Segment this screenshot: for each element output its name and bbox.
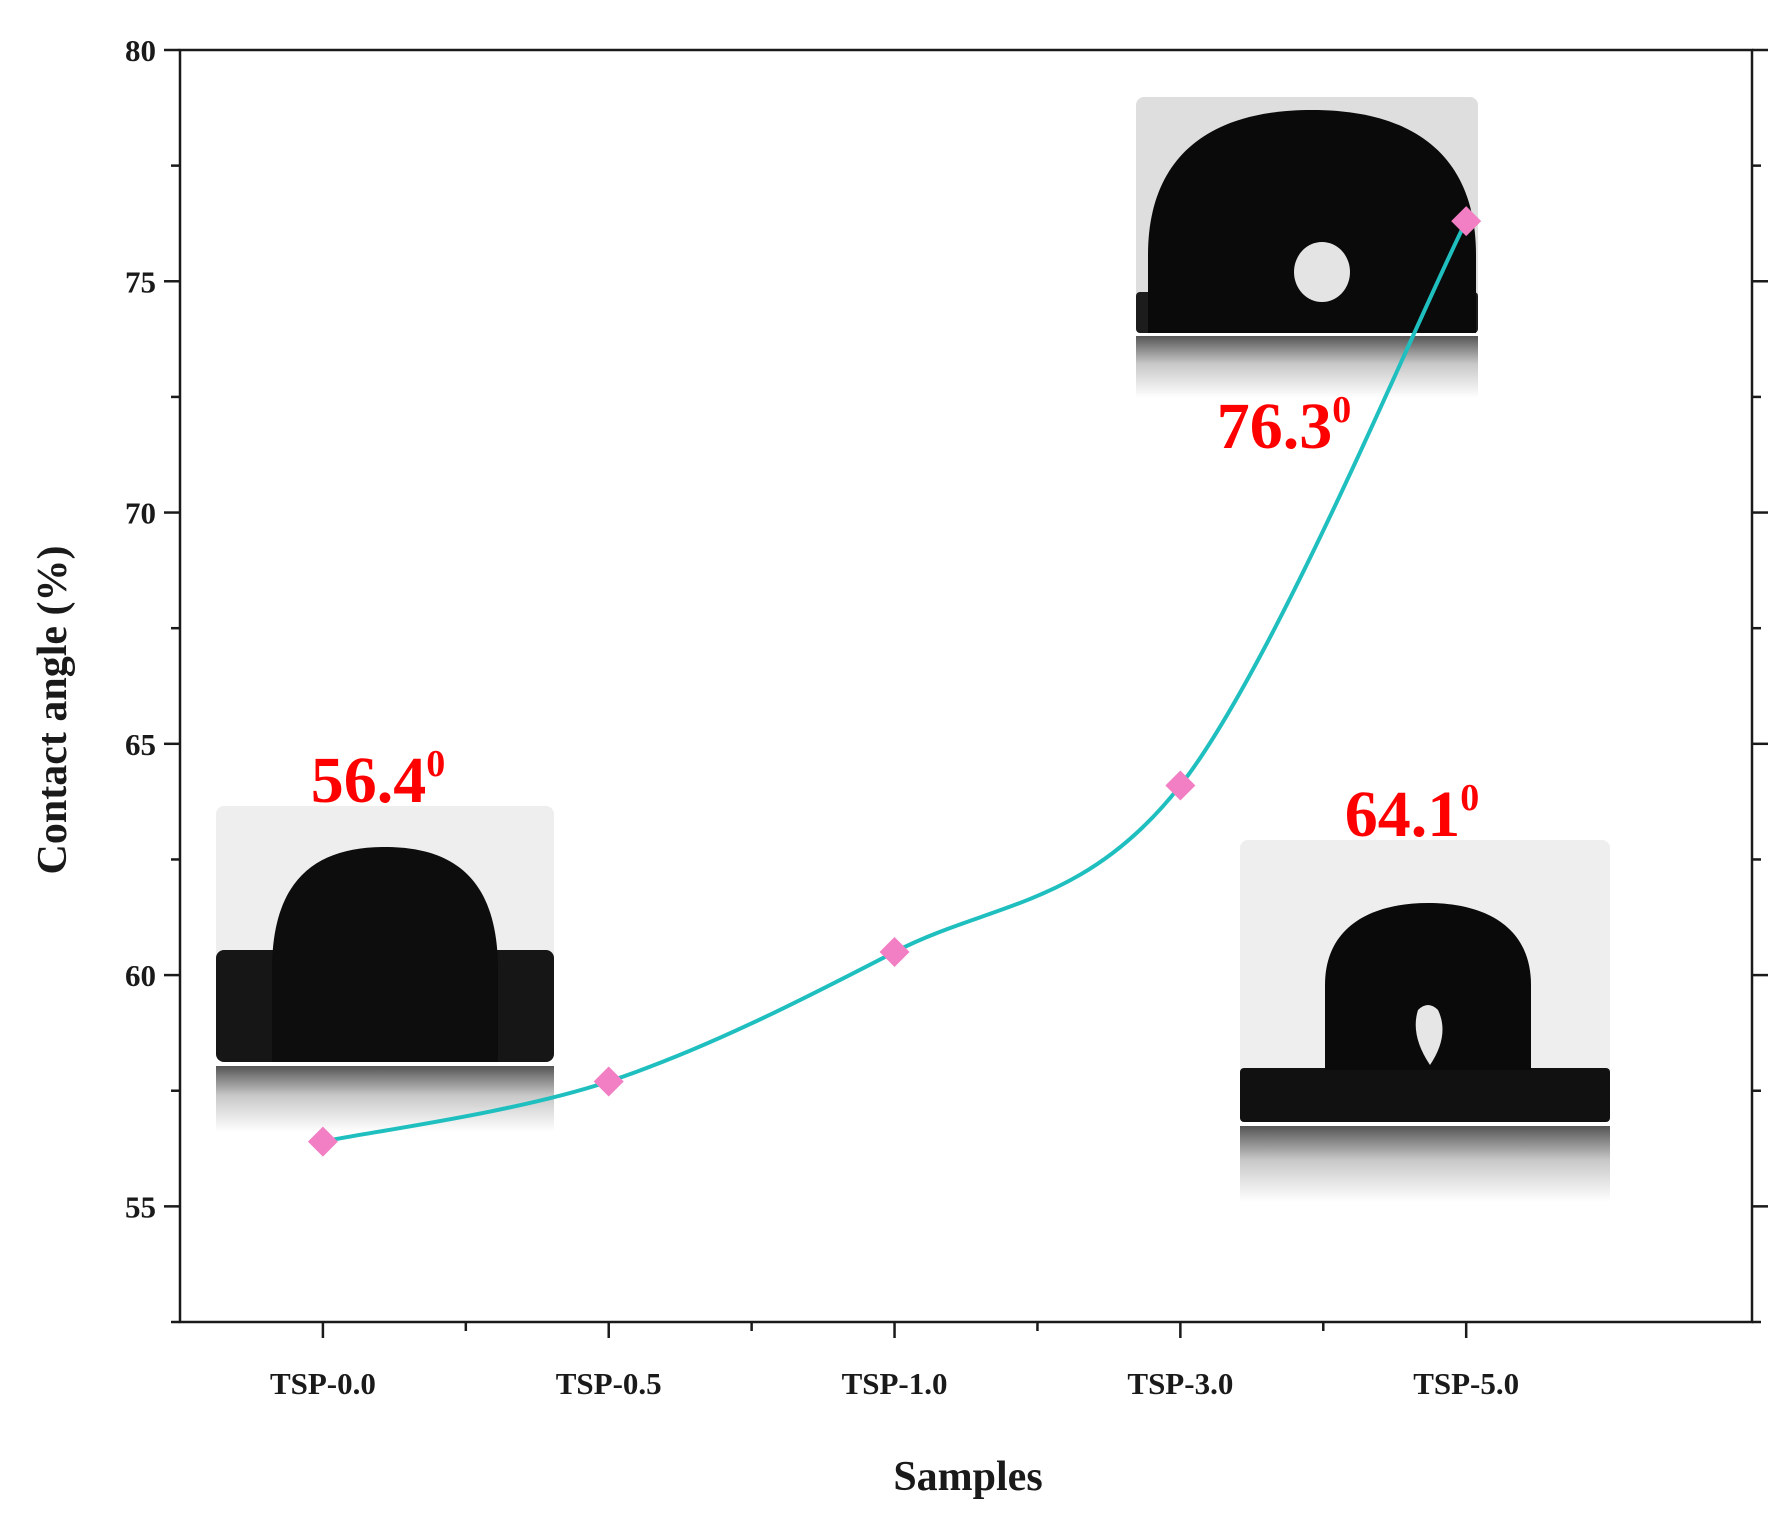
data-point-marker	[1165, 770, 1196, 801]
y-tick-label: 80	[125, 33, 156, 68]
y-tick-label: 70	[125, 496, 156, 531]
data-point-marker	[307, 1126, 338, 1157]
angle-annotations: 56.40 64.10 76.30	[311, 389, 1480, 851]
y-tick-label: 75	[125, 264, 156, 299]
x-tick-label: TSP-3.0	[1127, 1366, 1233, 1401]
y-axis-title: Contact angle (%)	[30, 546, 76, 875]
angle-label: 56.40	[311, 743, 446, 817]
y-tick-label: 60	[125, 958, 156, 993]
droplet-photos	[216, 97, 1610, 1202]
x-axis-title: Samples	[893, 1454, 1042, 1500]
series-markers	[307, 206, 1482, 1157]
x-tick-label: TSP-0.5	[556, 1366, 662, 1401]
plot-frame	[178, 48, 1754, 1324]
angle-label: 76.30	[1217, 389, 1352, 463]
plot-axes	[178, 48, 1754, 1324]
y-axis-ticks: 55 60 65 70 75 80	[125, 33, 1768, 1324]
droplet-photo-tsp-3-0	[1240, 840, 1610, 1202]
data-point-marker	[593, 1066, 624, 1097]
droplet-photo-tsp-5-0	[1136, 97, 1478, 398]
x-tick-label: TSP-0.0	[270, 1366, 376, 1401]
x-tick-label: TSP-1.0	[842, 1366, 948, 1401]
y-tick-label: 55	[125, 1189, 156, 1224]
x-tick-label: TSP-5.0	[1413, 1366, 1519, 1401]
series-line	[322, 220, 1468, 1144]
angle-label: 64.10	[1345, 777, 1480, 851]
y-tick-label: 65	[125, 727, 156, 762]
x-axis-ticks: TSP-0.0 TSP-0.5 TSP-1.0 TSP-3.0 TSP-5.0	[270, 1322, 1519, 1401]
data-point-marker	[879, 936, 910, 967]
droplet-photo-tsp-0-0	[216, 806, 554, 1132]
data-point-marker	[1451, 206, 1482, 237]
